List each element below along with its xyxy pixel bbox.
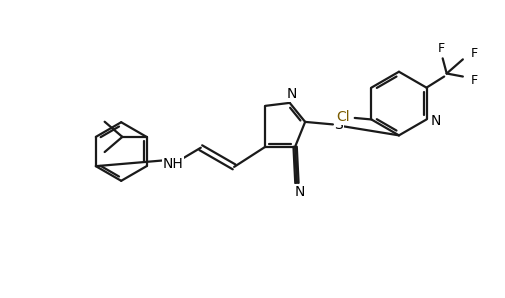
Text: Cl: Cl: [336, 111, 349, 125]
Text: S: S: [335, 118, 343, 132]
Text: N: N: [294, 185, 305, 199]
Text: F: F: [438, 42, 445, 55]
Text: F: F: [471, 74, 478, 87]
Text: N: N: [286, 87, 297, 101]
Text: F: F: [471, 47, 478, 60]
Text: N: N: [430, 114, 441, 128]
Text: NH: NH: [163, 157, 183, 171]
